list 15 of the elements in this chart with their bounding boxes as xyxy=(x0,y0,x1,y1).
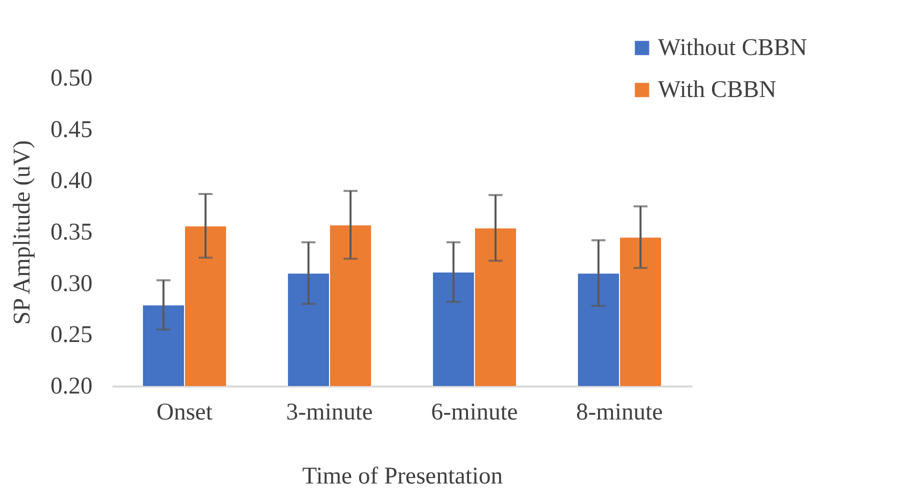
y-tick-label: 0.20 xyxy=(50,374,92,400)
y-axis-title: SP Amplitude (uV) xyxy=(10,140,36,325)
y-tick-label: 0.30 xyxy=(50,270,92,297)
x-tick-label: Onset xyxy=(156,400,213,426)
y-tick-label: 0.40 xyxy=(50,168,92,194)
y-tick-label: 0.50 xyxy=(50,66,92,92)
y-tick-label: 0.25 xyxy=(50,322,92,348)
legend-label: With CBBN xyxy=(658,77,776,103)
x-tick-label: 8-minute xyxy=(576,400,663,426)
y-tick-label: 0.35 xyxy=(50,220,92,246)
x-axis-title: Time of Presentation xyxy=(302,464,503,489)
y-tick-label: 0.45 xyxy=(50,116,92,143)
x-tick-label: 3-minute xyxy=(286,400,373,426)
x-tick-label: 6-minute xyxy=(431,400,518,426)
legend-label: Without CBBN xyxy=(658,35,808,61)
